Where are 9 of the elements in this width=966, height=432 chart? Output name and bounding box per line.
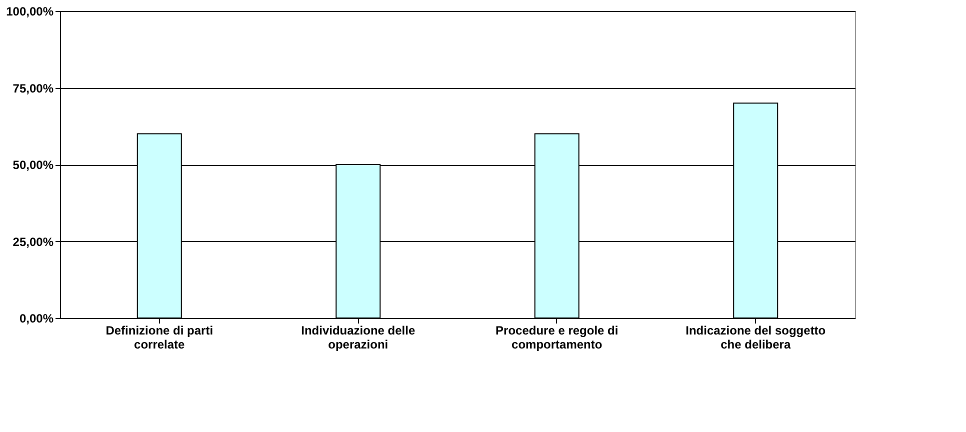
y-tick-label: 0,00%	[19, 312, 54, 326]
y-tick-label: 75,00%	[12, 81, 54, 96]
y-tick-label: 100,00%	[6, 4, 54, 18]
x-tick-label: Definizione di parti correlate	[106, 324, 214, 352]
x-tick-label: Indicazione del soggetto che delibera	[686, 324, 826, 352]
y-tick-label: 25,00%	[12, 234, 54, 249]
y-tick-label: 50,00%	[12, 158, 54, 172]
x-tick-label: Individuazione delle operazioni	[301, 324, 416, 352]
x-tick-label: Procedure e regole di comportamento	[496, 324, 618, 352]
